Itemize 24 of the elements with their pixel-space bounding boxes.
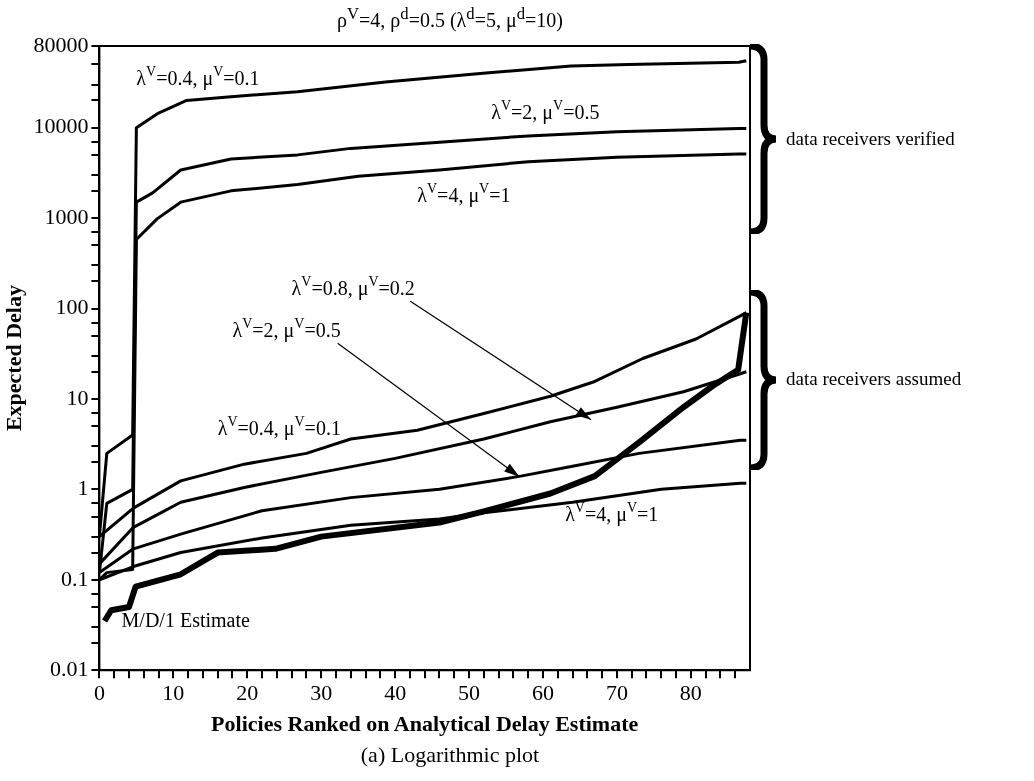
y-tick-label: 80000 — [33, 31, 89, 57]
y-tick-label: 1000 — [44, 203, 89, 229]
y-tick-label: 10000 — [33, 113, 89, 139]
y-axis-title: Expected Delay — [0, 285, 26, 432]
x-tick-label: 30 — [310, 680, 333, 706]
y-tick-label: 0.01 — [49, 655, 89, 681]
y-tick-label: 0.1 — [60, 565, 89, 591]
x-tick-label: 50 — [458, 680, 481, 706]
y-tick-label: 10 — [66, 384, 89, 410]
y-tick-label: 1 — [77, 475, 89, 501]
x-tick-label: 60 — [531, 680, 554, 706]
text: data receivers verified — [786, 128, 955, 150]
series-label: M/D/1 Estimate — [121, 609, 251, 632]
x-tick-label: 40 — [384, 680, 407, 706]
y-tick-label: 100 — [55, 294, 89, 320]
x-tick-label: 20 — [236, 680, 259, 706]
x-tick-label: 10 — [162, 680, 185, 706]
text: (a) Logarithmic plot — [359, 742, 541, 768]
x-tick-label: 80 — [679, 680, 702, 706]
chart-title: ρ$^{V}$=4, ρ$^{d}$=0.5 (λ$^{d}$=5, μ$^{d}$=10) — [337, 4, 563, 31]
x-axis-title: Policies Ranked on Analytical Delay Estimate — [211, 711, 639, 737]
text: data receivers assumed — [786, 368, 962, 390]
x-tick-label: 0 — [93, 680, 105, 706]
x-tick-label: 70 — [605, 680, 628, 706]
